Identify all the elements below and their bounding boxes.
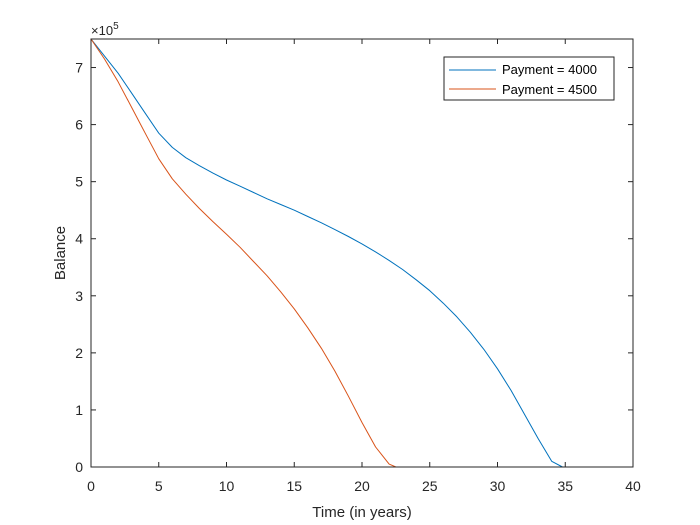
y-tick-label: 4 bbox=[75, 231, 83, 247]
legend-label-payment-4500: Payment = 4500 bbox=[502, 82, 597, 97]
y-axis-label: Balance bbox=[52, 226, 69, 280]
plot-area bbox=[91, 39, 633, 467]
legend-box bbox=[443, 56, 615, 101]
y-tick-label: 7 bbox=[75, 60, 83, 76]
y-tick-label: 3 bbox=[75, 288, 83, 304]
series-layer bbox=[90, 38, 563, 468]
series-line-payment-4500 bbox=[90, 38, 397, 468]
y-tick-label: 1 bbox=[75, 402, 83, 418]
x-tick-label: 35 bbox=[557, 478, 573, 494]
series-line-payment-4000 bbox=[90, 38, 563, 468]
x-axis-label: Time (in years) bbox=[312, 504, 411, 521]
y-tick-label: 2 bbox=[75, 345, 83, 361]
x-tick-label: 15 bbox=[286, 478, 302, 494]
y-multiplier-base: ×10 bbox=[91, 23, 113, 38]
x-tick-label: 20 bbox=[354, 478, 370, 494]
legend-label-payment-4000: Payment = 4000 bbox=[502, 62, 597, 77]
x-tick-label: 30 bbox=[490, 478, 506, 494]
x-tick-label: 0 bbox=[87, 478, 95, 494]
x-tick-label: 5 bbox=[155, 478, 163, 494]
y-tick-label: 6 bbox=[75, 117, 83, 133]
x-tick-label: 10 bbox=[219, 478, 235, 494]
x-tick-label: 25 bbox=[422, 478, 438, 494]
y-tick-label: 5 bbox=[75, 174, 83, 190]
y-multiplier-exponent: 5 bbox=[113, 21, 119, 32]
y-multiplier: ×105 bbox=[91, 21, 119, 38]
y-tick-label: 0 bbox=[75, 459, 83, 475]
legend: Payment = 4000 Payment = 4500 bbox=[443, 56, 615, 101]
axes-layer: 0 5 10 15 20 25 30 35 40 0 1 2 3 4 5 6 7 bbox=[75, 39, 641, 494]
plot-box bbox=[90, 38, 634, 468]
x-tick-label: 40 bbox=[625, 478, 641, 494]
